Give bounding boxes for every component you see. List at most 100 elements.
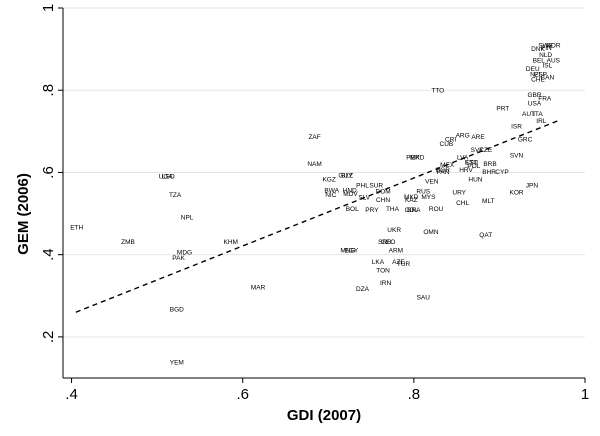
point-che: CHE (531, 77, 545, 84)
point-jpn: JPN (526, 183, 539, 190)
point-fin: FIN (541, 45, 552, 52)
point-bel: BEL (533, 57, 546, 64)
point-per: PER (406, 154, 420, 161)
point-cze: CZE (479, 147, 493, 154)
point-swe: SWE (538, 43, 553, 50)
point-fra: FRA (538, 96, 552, 103)
point-tha: THA (386, 206, 400, 213)
point-pol: POL (467, 163, 480, 170)
point-pak: PAK (172, 255, 185, 262)
point-arm: ARM (389, 247, 403, 254)
point-omn: OMN (423, 229, 438, 236)
point-mlt: MLT (482, 198, 495, 205)
point-lso: LSO (162, 173, 175, 180)
point-hnd: HND (343, 188, 357, 195)
point-egy: EGY (345, 248, 359, 255)
point-tto: TTO (431, 87, 444, 94)
point-kor: KOR (509, 190, 523, 197)
point-cub: CUB (440, 141, 454, 148)
point-chl: CHL (456, 200, 469, 207)
y-tick-label-4: 1 (40, 4, 57, 12)
point-are: ARE (471, 134, 485, 141)
point-nor: NOR (546, 43, 561, 50)
point-bwa: BWA (324, 188, 339, 195)
point-yem: YEM (170, 360, 184, 367)
point-ltu: LTU (466, 159, 478, 166)
point-srb: SRB (378, 239, 391, 246)
y-tick-label-2: .6 (40, 166, 57, 179)
fit-line (75, 119, 560, 313)
point-sur: SUR (369, 183, 383, 190)
y-tick-label-0: .2 (40, 331, 57, 344)
point-svn: SVN (510, 152, 524, 159)
point-npl: NPL (181, 214, 194, 221)
point-mys: MYS (421, 194, 436, 201)
point-lka: LKA (372, 259, 385, 266)
x-tick-label-1: .6 (236, 386, 249, 403)
point-guy: GUY (338, 172, 353, 179)
x-tick-label-3: 1 (581, 386, 589, 403)
point-brb: BRB (483, 161, 496, 168)
point-hrv: HRV (459, 167, 473, 174)
point-bol: BOL (346, 206, 359, 213)
point-prt: PRT (496, 105, 509, 112)
point-cyp: CYP (495, 169, 508, 176)
point-dom: DOM (375, 188, 390, 195)
y-tick-label-1: .4 (40, 248, 57, 261)
point-mdv: MDV (343, 191, 358, 198)
point-geo: GEO (381, 239, 395, 246)
y-tick-label-3: .8 (40, 84, 57, 97)
point-grc: GRC (518, 136, 533, 143)
y-axis-title: GEM (2006) (15, 173, 32, 255)
point-tza: TZA (169, 192, 182, 199)
point-bhr: BHR (482, 169, 496, 176)
point-ven: VEN (425, 179, 439, 186)
axes: .2 .4 .6 .8 1 .4 .6 .8 1 (40, 4, 589, 403)
point-rou: ROU (429, 206, 444, 213)
point-ury: URY (452, 190, 466, 197)
point-rus: RUS (416, 188, 430, 195)
point-zaf: ZAF (308, 134, 320, 141)
point-khm: KHM (223, 239, 237, 246)
point-uga: UGA (159, 173, 174, 180)
x-tick-label-2: .8 (408, 386, 421, 403)
point-esp: ESP (534, 71, 547, 78)
point-aut: AUT (522, 111, 535, 118)
point-pry: PRY (365, 207, 379, 214)
point-eth: ETH (70, 225, 83, 232)
point-sau: SAU (417, 295, 431, 302)
point-bgr: BGR (436, 167, 450, 174)
point-kaz: KAZ (405, 197, 418, 204)
point-aus: AUS (547, 57, 561, 64)
point-irl: IRL (536, 118, 547, 125)
point-nic: NIC (325, 192, 337, 199)
point-arg: ARG (456, 133, 470, 140)
point-mkd: MKD (404, 194, 419, 201)
point-zmb: ZMB (121, 239, 135, 246)
point-mkd: MKD (410, 154, 425, 161)
point-qat: QAT (479, 232, 492, 239)
point-mdg: MDG (177, 249, 192, 256)
point-tur: TUR (397, 261, 411, 268)
fit-line-group (75, 119, 560, 313)
point-bgd: BGD (170, 306, 184, 313)
point-irn: IRN (380, 280, 392, 287)
point-est: EST (465, 159, 478, 166)
point-slv: SLV (358, 195, 370, 202)
point-dza: DZA (356, 286, 370, 293)
point-ton: TON (376, 267, 390, 274)
point-deu: DEU (526, 66, 540, 73)
x-axis-title: GDI (2007) (287, 407, 361, 424)
point-gbr: GBR (527, 92, 541, 99)
x-tick-label-0: .4 (65, 386, 78, 403)
point-kgz: KGZ (322, 177, 335, 184)
point-cri: CRI (445, 137, 456, 144)
point-ukr: UKR (387, 227, 401, 234)
point-pan: PAN (437, 169, 450, 176)
point-can: CAN (540, 75, 554, 82)
point-bra: BRA (407, 207, 421, 214)
point-svk: SVK (471, 147, 485, 154)
point-nld: NLD (539, 52, 552, 59)
